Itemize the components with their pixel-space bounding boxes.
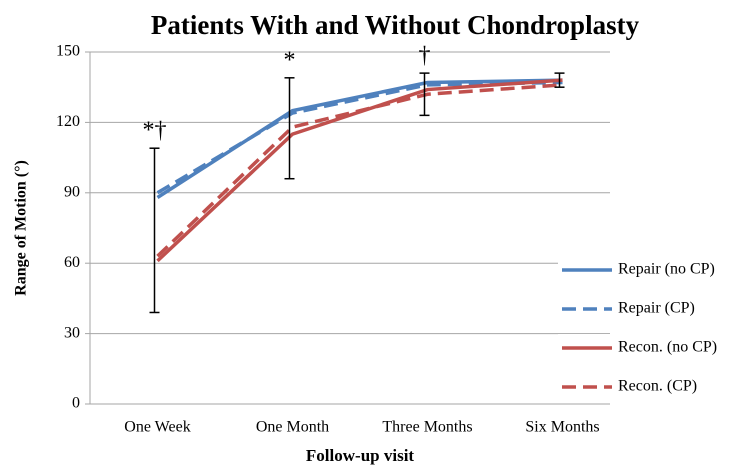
legend-label: Repair (no CP) xyxy=(618,261,715,278)
y-tick-label: 30 xyxy=(64,324,80,341)
x-tick-label: Six Months xyxy=(525,419,599,436)
series-line xyxy=(156,83,563,258)
annotation: *† xyxy=(143,118,167,144)
y-tick-label: 60 xyxy=(64,254,80,271)
y-tick-label: 150 xyxy=(56,43,80,60)
annotation: * xyxy=(284,47,296,73)
legend-label: Repair (CP) xyxy=(618,300,695,317)
y-tick-label: 90 xyxy=(64,183,80,200)
legend-label: Recon. (CP) xyxy=(618,378,697,395)
x-tick-label: One Week xyxy=(124,419,190,436)
y-tick-label: 120 xyxy=(56,113,80,130)
x-axis-label: Follow-up visit xyxy=(306,446,414,465)
x-tick-label: Three Months xyxy=(382,419,472,436)
series-line xyxy=(156,80,563,195)
series-line xyxy=(156,78,563,199)
x-tick-label: One Month xyxy=(256,419,329,436)
series-line xyxy=(156,78,563,263)
y-tick-label: 0 xyxy=(72,395,80,412)
legend-label: Recon. (no CP) xyxy=(618,339,717,356)
y-axis-label: Range of Motion (°) xyxy=(13,160,30,296)
annotation: † xyxy=(419,43,431,69)
chart-title: Patients With and Without Chondroplasty xyxy=(151,10,640,40)
